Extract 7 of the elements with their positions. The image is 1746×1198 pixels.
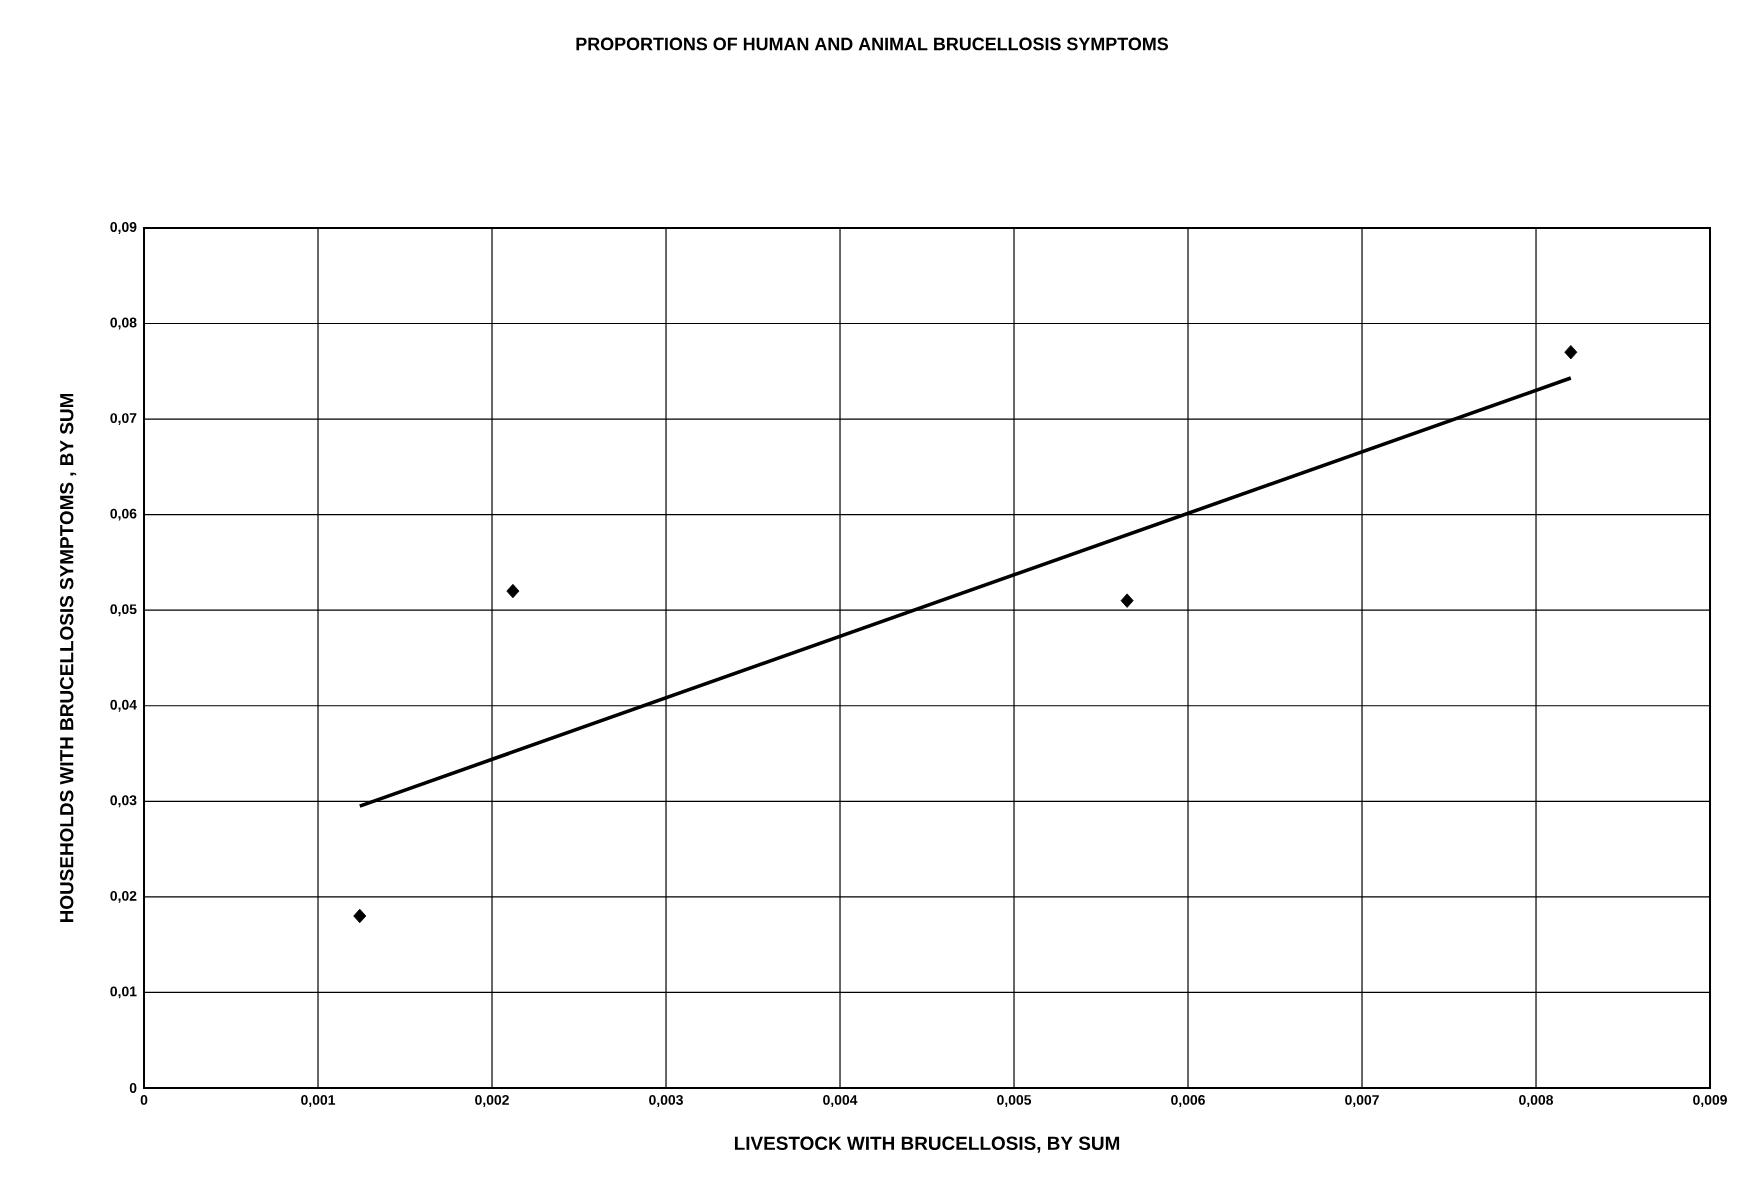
point [353,908,367,924]
x-axis-title: LIVESTOCK WITH BRUCELLOSIS, BY SUM [734,1136,1120,1153]
y-axis-title: HOUSEHOLDS WITH BRUCELLOSIS SYMPTOMS , BY SUM [60,393,77,923]
point [1564,345,1578,360]
point [506,583,520,599]
chart-title: PROPORTIONS OF HUMAN AND ANIMAL BRUCELLOSIS SYMPTOMS [576,37,1169,51]
point [1120,593,1134,608]
